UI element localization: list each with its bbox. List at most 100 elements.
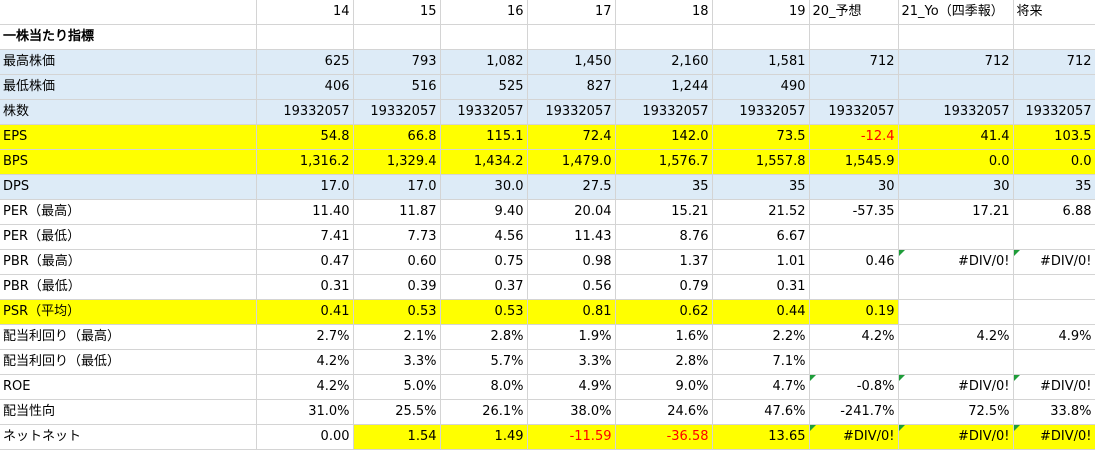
cell[interactable]: -57.35 <box>809 199 899 225</box>
cell[interactable]: 30.0 <box>440 174 528 200</box>
cell[interactable]: 66.8 <box>353 124 441 150</box>
cell[interactable]: 0.31 <box>712 274 810 300</box>
cell-error[interactable]: #DIV/0! <box>898 424 1014 450</box>
cell[interactable]: 6.88 <box>1013 199 1095 225</box>
cell[interactable] <box>809 274 899 300</box>
row-label[interactable]: 最高株価 <box>0 49 257 75</box>
cell[interactable]: 31.0% <box>256 399 354 425</box>
cell[interactable]: 406 <box>256 74 354 100</box>
cell[interactable] <box>615 24 713 50</box>
cell[interactable]: 4.9% <box>1013 324 1095 350</box>
cell[interactable]: 4.2% <box>256 374 354 400</box>
cell[interactable]: 103.5 <box>1013 124 1095 150</box>
row-label[interactable]: 配当性向 <box>0 399 257 425</box>
cell[interactable]: 0.31 <box>256 274 354 300</box>
cell[interactable] <box>1013 299 1095 325</box>
cell[interactable]: 4.9% <box>527 374 616 400</box>
cell[interactable]: 8.0% <box>440 374 528 400</box>
cell[interactable]: 1,479.0 <box>527 149 616 175</box>
cell[interactable] <box>898 349 1014 375</box>
cell-error[interactable]: #DIV/0! <box>898 249 1014 275</box>
cell[interactable]: 7.73 <box>353 224 441 250</box>
cell[interactable]: 41.4 <box>898 124 1014 150</box>
cell[interactable] <box>1013 224 1095 250</box>
cell[interactable]: 0.62 <box>615 299 713 325</box>
cell[interactable]: 712 <box>809 49 899 75</box>
cell[interactable]: 33.8% <box>1013 399 1095 425</box>
cell[interactable]: 2.2% <box>712 324 810 350</box>
cell[interactable]: 0.0 <box>898 149 1014 175</box>
cell[interactable]: 72.4 <box>527 124 616 150</box>
cell[interactable]: 35 <box>712 174 810 200</box>
row-label[interactable]: DPS <box>0 174 257 200</box>
row-label[interactable]: PER（最低） <box>0 224 257 250</box>
cell[interactable]: 1.01 <box>712 249 810 275</box>
cell[interactable]: 2,160 <box>615 49 713 75</box>
cell-error[interactable]: #DIV/0! <box>1013 249 1095 275</box>
cell[interactable]: 1,545.9 <box>809 149 899 175</box>
cell[interactable]: 11.40 <box>256 199 354 225</box>
cell[interactable]: 1,434.2 <box>440 149 528 175</box>
header-cell-21-shikiho[interactable]: 21_Yo（四季報） <box>898 0 1014 25</box>
cell-error[interactable]: -0.8% <box>809 374 899 400</box>
header-cell-18[interactable]: 18 <box>615 0 713 25</box>
cell[interactable]: 35 <box>615 174 713 200</box>
row-label[interactable]: ネットネット <box>0 424 257 450</box>
cell[interactable]: 20.04 <box>527 199 616 225</box>
cell[interactable]: -241.7% <box>809 399 899 425</box>
cell[interactable]: 4.2% <box>256 349 354 375</box>
cell[interactable]: 2.8% <box>615 349 713 375</box>
cell[interactable]: 6.67 <box>712 224 810 250</box>
cell[interactable]: 21.52 <box>712 199 810 225</box>
cell[interactable]: 2.8% <box>440 324 528 350</box>
cell[interactable]: 1,244 <box>615 74 713 100</box>
cell[interactable]: 0.79 <box>615 274 713 300</box>
cell[interactable]: 17.0 <box>256 174 354 200</box>
cell[interactable]: 0.47 <box>256 249 354 275</box>
cell[interactable] <box>1013 349 1095 375</box>
cell[interactable]: 0.75 <box>440 249 528 275</box>
cell[interactable]: 1.6% <box>615 324 713 350</box>
header-cell-19[interactable]: 19 <box>712 0 810 25</box>
cell[interactable] <box>809 349 899 375</box>
row-label[interactable]: 配当利回り（最低） <box>0 349 257 375</box>
cell[interactable] <box>440 24 528 50</box>
cell[interactable]: 115.1 <box>440 124 528 150</box>
cell[interactable]: 25.5% <box>353 399 441 425</box>
cell[interactable]: 1,450 <box>527 49 616 75</box>
cell[interactable]: 4.7% <box>712 374 810 400</box>
cell[interactable]: 17.0 <box>353 174 441 200</box>
cell[interactable]: 0.41 <box>256 299 354 325</box>
cell[interactable] <box>809 224 899 250</box>
cell[interactable]: 516 <box>353 74 441 100</box>
cell[interactable]: 0.53 <box>440 299 528 325</box>
cell[interactable]: 5.0% <box>353 374 441 400</box>
cell[interactable] <box>712 24 810 50</box>
row-label[interactable]: 配当利回り（最高） <box>0 324 257 350</box>
cell[interactable]: 142.0 <box>615 124 713 150</box>
cell[interactable]: -11.59 <box>527 424 616 450</box>
cell[interactable]: 15.21 <box>615 199 713 225</box>
cell[interactable]: 47.6% <box>712 399 810 425</box>
cell[interactable] <box>809 24 899 50</box>
cell[interactable]: 0.60 <box>353 249 441 275</box>
cell[interactable] <box>898 274 1014 300</box>
cell[interactable] <box>353 24 441 50</box>
cell[interactable]: 30 <box>898 174 1014 200</box>
cell[interactable]: 2.7% <box>256 324 354 350</box>
row-label[interactable]: ROE <box>0 374 257 400</box>
cell[interactable]: 11.87 <box>353 199 441 225</box>
cell[interactable]: 19332057 <box>898 99 1014 125</box>
row-label[interactable]: 最低株価 <box>0 74 257 100</box>
cell[interactable]: 9.40 <box>440 199 528 225</box>
cell[interactable]: 4.2% <box>898 324 1014 350</box>
header-cell-17[interactable]: 17 <box>527 0 616 25</box>
cell[interactable]: 1.9% <box>527 324 616 350</box>
row-label[interactable]: PER（最高） <box>0 199 257 225</box>
cell[interactable]: 35 <box>1013 174 1095 200</box>
cell[interactable]: 8.76 <box>615 224 713 250</box>
cell[interactable]: 72.5% <box>898 399 1014 425</box>
cell[interactable]: 7.41 <box>256 224 354 250</box>
cell[interactable]: 3.3% <box>353 349 441 375</box>
cell[interactable]: 0.81 <box>527 299 616 325</box>
